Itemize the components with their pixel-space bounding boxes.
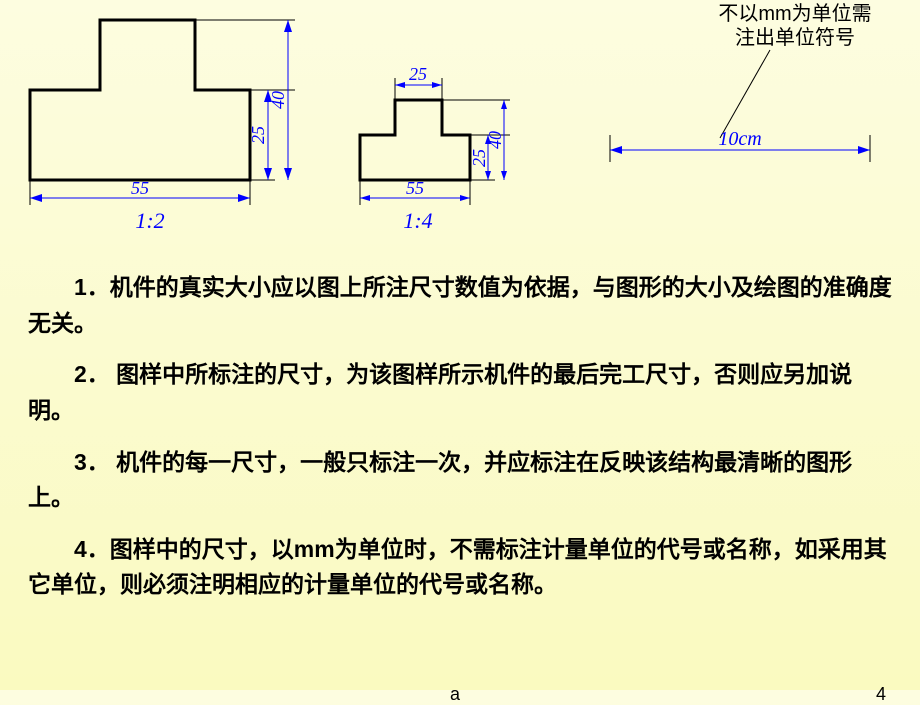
rule-1: 1．机件的真实大小应以图上所注尺寸数值为依据，与图形的大小及绘图的准确度无关。: [28, 270, 898, 341]
rule-4: 4．图样中的尺寸，以mm为单位时，不需标注计量单位的代号或名称，如采用其它单位，…: [28, 532, 898, 603]
fig2-dim-40: 40: [485, 131, 505, 149]
note-line1: 不以mm为单位需: [718, 2, 871, 25]
fig1-dim-width: 55: [131, 178, 149, 198]
figure-2: 25 55 25 40 1:4: [360, 64, 510, 233]
diagram-area: 55 25 40 1:2 25 55: [0, 0, 920, 250]
footer-label: a: [450, 684, 460, 705]
rule-2: 2． 图样中所标注的尺寸，为该图样所示机件的最后完工尺寸，否则应另加说明。: [28, 357, 898, 428]
fig2-dim-width: 55: [406, 178, 424, 198]
fig2-dim-25: 25: [469, 149, 489, 167]
fig2-dim-top: 25: [409, 64, 427, 84]
fig1-dim-40: 40: [268, 91, 288, 109]
diagrams-svg: 55 25 40 1:2 25 55: [0, 0, 920, 250]
note-line2: 注出单位符号: [735, 26, 855, 49]
fig2-scale: 1:4: [403, 208, 432, 233]
rules-text: 1．机件的真实大小应以图上所注尺寸数值为依据，与图形的大小及绘图的准确度无关。 …: [28, 270, 898, 619]
fig3-dim: 10cm: [718, 128, 761, 150]
footer-page: 4: [876, 684, 886, 705]
figure-1: 55 25 40 1:2: [30, 20, 295, 233]
fig1-dim-25: 25: [248, 126, 268, 144]
figure-3: 不以mm为单位需 注出单位符号 10cm: [610, 2, 872, 162]
fig1-scale: 1:2: [135, 208, 164, 233]
rule-3: 3． 机件的每一尺寸，一般只标注一次，并应标注在反映该结构最清晰的图形上。: [28, 445, 898, 516]
